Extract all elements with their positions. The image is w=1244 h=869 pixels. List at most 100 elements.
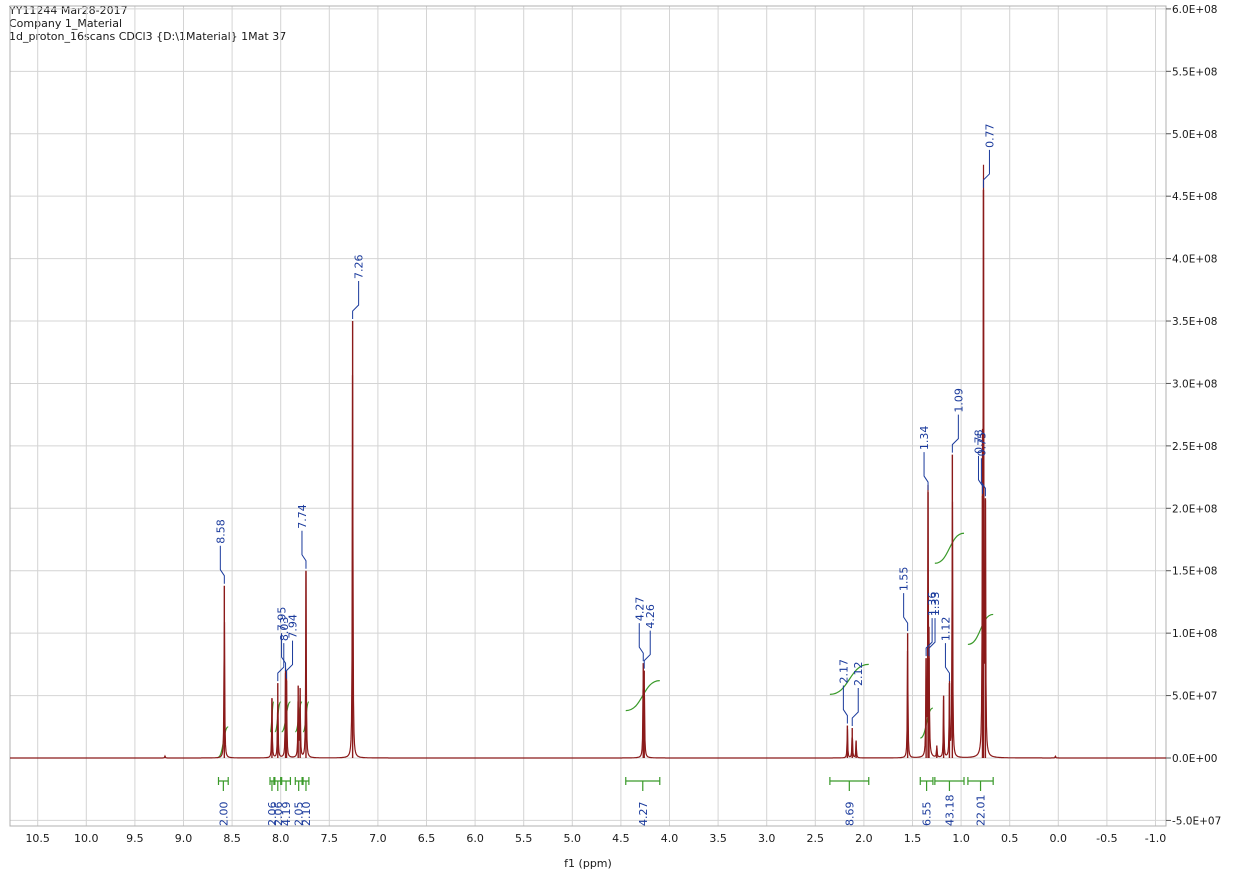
y-tick-label: 5.0E+07 (1172, 691, 1218, 703)
integral-bracket (274, 777, 282, 791)
y-tick-label: 0.0E+00 (1172, 753, 1218, 765)
integral-bracket (217, 777, 229, 791)
peak-label: 1.09 (952, 388, 965, 413)
y-tick-label: 2.5E+08 (1172, 441, 1218, 453)
peak-label: 0.75 (975, 432, 988, 457)
integral-curve (829, 663, 869, 695)
x-tick-label: 6.5 (418, 832, 436, 845)
peak-label-leader (982, 149, 990, 188)
peak-label: 2.12 (852, 662, 865, 687)
integral-bracket (625, 777, 661, 791)
peak-label: 4.27 (633, 597, 646, 622)
integral-value: 4.27 (637, 802, 650, 827)
integral-value: 8.69 (843, 802, 856, 827)
peak-label-leader (980, 458, 986, 497)
x-tick-label: 6.0 (466, 832, 484, 845)
peak-label-leader (842, 685, 848, 724)
peak-label: 4.26 (644, 604, 657, 629)
y-tick-label: 6.0E+08 (1172, 4, 1218, 16)
x-axis: 10.5 10.0 9.5 9.0 8.5 8.0 7.5 7.0 6.5 6.0 5.5 5.0 4.… (25, 832, 1166, 845)
peak-label: 1.33 (929, 592, 942, 617)
peak-label-leader (851, 688, 859, 727)
y-tick-label: 3.0E+08 (1172, 378, 1218, 390)
y-tick-label: 1.5E+08 (1172, 566, 1218, 578)
peak-label-leader (281, 633, 287, 672)
peak-label: 8.03 (278, 617, 291, 642)
x-tick-label: 1.5 (904, 832, 922, 845)
peak-label: 2.17 (837, 659, 850, 684)
peak-label-leader (977, 455, 983, 494)
integral-value: 2.06 (272, 802, 285, 827)
x-tick-label: 5.0 (564, 832, 582, 845)
x-tick-label: 0.5 (1001, 832, 1019, 845)
peak-label-leader (643, 630, 651, 669)
x-tick-label: 8.0 (272, 832, 290, 845)
peak-label-leader (301, 530, 307, 569)
integral-curve (934, 532, 965, 564)
y-tick-label: -5.0E+07 (1172, 815, 1221, 827)
spectrum-trace (10, 164, 1166, 759)
y-tick-label: 5.0E+08 (1172, 129, 1218, 141)
integral-bracket (281, 777, 292, 791)
x-tick-label: 3.0 (758, 832, 776, 845)
integral-bracket (919, 777, 934, 791)
integral-value: 2.06 (266, 802, 279, 827)
y-axis: -5.0E+07 0.0E+00 5.0E+07 1.0E+08 1.5E+08 2.0E… (1166, 4, 1221, 827)
x-tick-label: 1.0 (952, 832, 970, 845)
x-tick-label: 7.5 (321, 832, 339, 845)
x-tick-label: 9.0 (175, 832, 193, 845)
peak-label-leader (286, 640, 294, 679)
y-tick-label: 4.0E+08 (1172, 254, 1218, 266)
integral-value: 43.18 (943, 795, 956, 827)
peak-label: 0.78 (972, 429, 985, 454)
peak-label-layer: 8.58 8.037.957.94 7.74 7.26 4.274.26 2.17 2.12… (214, 123, 996, 727)
peak-label-leader (638, 623, 644, 662)
x-tick-label: -0.5 (1096, 832, 1117, 845)
integral-curve (967, 613, 994, 646)
peak-label-leader (925, 618, 933, 657)
y-tick-label: 3.5E+08 (1172, 316, 1218, 328)
peak-label-leader (928, 618, 936, 657)
integral-bracket (967, 777, 994, 791)
peak-label-leader (923, 452, 929, 491)
plot-frame (9, 5, 1167, 827)
x-axis-title: f1 (ppm) (564, 857, 612, 869)
peak-label-leader (903, 593, 909, 632)
x-tick-label: 3.5 (709, 832, 727, 845)
integral-value: 2.10 (300, 802, 313, 827)
peak-label: 1.12 (939, 617, 952, 642)
header-line-3: 1d_proton_16scans CDCl3 {D:\1Material} 1… (9, 30, 287, 43)
x-tick-label: 2.0 (855, 832, 873, 845)
peak-label-leader (951, 414, 959, 453)
peak-label: 1.55 (898, 567, 911, 592)
x-tick-label: 0.0 (1050, 832, 1068, 845)
integral-value: 2.05 (293, 802, 306, 827)
integral-value: 22.01 (975, 795, 988, 827)
peak-label-leader (277, 643, 285, 682)
peak-label: 8.58 (214, 519, 227, 544)
integral-bracket (829, 777, 870, 791)
x-tick-label: 5.5 (515, 832, 533, 845)
peak-label: 7.95 (276, 607, 289, 632)
header-line-1: YY11244 Mar28-2017 (9, 4, 128, 17)
x-tick-label: 8.5 (223, 832, 241, 845)
integral-layer: 2.00 2.062.064.19 2.052.10 4.27 8.69 6.55 43.1… (217, 532, 994, 827)
peak-label: 7.26 (353, 255, 366, 280)
integral-value: 6.55 (921, 802, 934, 827)
integral-bracket (934, 777, 965, 791)
peak-label-leader (944, 643, 950, 682)
peak-label-leader (352, 281, 360, 320)
peak-label: 0.77 (983, 123, 996, 148)
peak-label: 1.34 (918, 426, 931, 451)
x-tick-label: 10.5 (25, 832, 50, 845)
integral-bracket (294, 777, 303, 791)
integral-value: 2.00 (217, 802, 230, 827)
x-tick-label: 2.5 (807, 832, 825, 845)
x-tick-label: 4.0 (661, 832, 679, 845)
y-tick-label: 2.0E+08 (1172, 503, 1218, 515)
peak-label: 7.74 (296, 504, 309, 529)
peak-label-leader (219, 545, 225, 584)
x-tick-label: 7.0 (369, 832, 387, 845)
peak-label: 1.36 (926, 592, 939, 617)
